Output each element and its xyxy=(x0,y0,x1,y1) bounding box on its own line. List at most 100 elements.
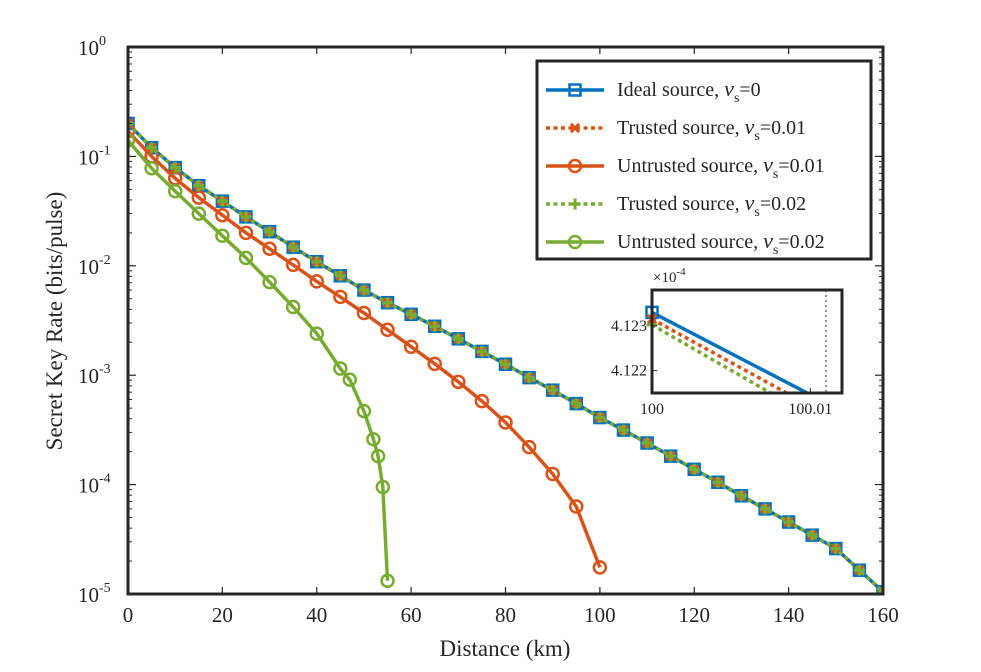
y-tick-label: 10-2 xyxy=(78,253,111,279)
inset-axes: 100 100.01 4.122 4.123 ×10-4 xyxy=(611,266,844,418)
series-line-untrusted-001 xyxy=(128,130,602,569)
data-point-trusted-002 xyxy=(759,503,771,515)
x-tick-label: 140 xyxy=(773,603,805,627)
data-point-untrusted-001 xyxy=(498,415,513,430)
data-point-trusted-002 xyxy=(311,256,323,268)
legend-label: Ideal source, νs=0 xyxy=(617,76,761,106)
legend-swatch-marker xyxy=(569,198,581,210)
data-point-trusted-002 xyxy=(712,476,724,488)
x-tick-label: 160 xyxy=(867,603,899,627)
legend-label: Untrusted source, νs=0.02 xyxy=(617,228,825,258)
data-point-untrusted-001 xyxy=(545,466,560,482)
x-tick-label: 40 xyxy=(306,603,327,627)
data-point-untrusted-002 xyxy=(380,573,395,589)
x-tick-label: 20 xyxy=(212,603,233,627)
data-point-untrusted-002 xyxy=(342,372,358,387)
x-tick-label: 100 xyxy=(584,603,616,627)
data-point-untrusted-001 xyxy=(380,322,395,338)
data-point-untrusted-002 xyxy=(356,403,372,419)
data-point-untrusted-002 xyxy=(370,448,386,464)
data-point-untrusted-001 xyxy=(427,356,442,372)
legend-swatch-marker xyxy=(569,122,581,134)
inset-x-tick-label: 100.01 xyxy=(788,401,832,418)
data-point-untrusted-002 xyxy=(191,206,207,221)
inset-background xyxy=(652,290,842,393)
data-point-trusted-002 xyxy=(287,241,299,253)
data-point-untrusted-002 xyxy=(262,274,277,290)
main-series-layer xyxy=(128,116,883,594)
data-point-trusted-002 xyxy=(216,195,228,207)
data-point-untrusted-001 xyxy=(238,225,254,241)
legend-box xyxy=(535,59,873,261)
y-axis-label: Secret Key Rate (bits/pulse) xyxy=(42,192,67,451)
data-point-untrusted-001 xyxy=(403,339,419,354)
data-point-trusted-002 xyxy=(617,424,629,436)
inset-line-trusted-002 xyxy=(652,323,772,393)
inset-multiplier: ×10-4 xyxy=(653,266,686,286)
data-point-untrusted-001 xyxy=(356,305,372,321)
y-tick-label: 10-4 xyxy=(78,472,111,498)
main-plot-frame xyxy=(126,45,885,596)
data-point-trusted-002 xyxy=(429,320,441,332)
main-axes: 0 20 40 60 80 100 120 140 160 100 10-1 10-2 10-3 10-4… xyxy=(42,34,899,661)
data-point-untrusted-001 xyxy=(569,499,584,514)
legend-label: Trusted source, νs=0.01 xyxy=(617,114,806,144)
data-point-trusted-002 xyxy=(452,333,464,345)
data-point-trusted-002 xyxy=(783,516,795,528)
data-point-trusted-002 xyxy=(547,384,559,396)
inset-ticks: 100 100.01 4.122 4.123 xyxy=(611,318,832,418)
x-tick-label: 120 xyxy=(679,603,711,627)
y-tick-label: 10-3 xyxy=(78,362,111,388)
x-tick-label: 60 xyxy=(401,603,422,627)
legend-label: Untrusted source, νs=0.01 xyxy=(617,152,825,182)
data-point-trusted-002 xyxy=(570,398,582,410)
inset-frame xyxy=(650,288,844,395)
data-point-untrusted-001 xyxy=(521,439,537,455)
data-point-untrusted-001 xyxy=(474,393,490,409)
data-point-untrusted-002 xyxy=(366,431,381,447)
data-point-trusted-002 xyxy=(853,564,865,576)
data-point-untrusted-002 xyxy=(215,228,230,244)
data-point-untrusted-002 xyxy=(333,361,348,376)
data-point-trusted-002 xyxy=(264,226,276,238)
data-point-untrusted-001 xyxy=(451,374,466,390)
data-point-trusted-002 xyxy=(146,142,158,154)
data-point-untrusted-002 xyxy=(309,326,324,341)
data-point-trusted-002 xyxy=(523,372,535,384)
data-point-untrusted-002 xyxy=(238,250,254,266)
inset-y-tick-label: 4.122 xyxy=(611,363,647,380)
data-point-trusted-002 xyxy=(641,437,653,449)
x-tick-label: 0 xyxy=(123,603,134,627)
data-point-trusted-002 xyxy=(476,345,488,357)
inset-line-trusted-001 xyxy=(652,317,788,393)
data-point-untrusted-001 xyxy=(592,560,608,575)
inset-series-layer xyxy=(652,310,809,393)
x-tick-label: 80 xyxy=(495,603,516,627)
data-point-trusted-002 xyxy=(806,529,818,541)
data-point-trusted-002 xyxy=(240,211,252,223)
data-point-untrusted-002 xyxy=(167,184,183,199)
series-line-trusted-002 xyxy=(128,122,883,593)
data-point-trusted-002 xyxy=(193,180,205,192)
data-point-trusted-002 xyxy=(169,162,181,174)
legend-swatch-marker xyxy=(567,234,583,250)
inset-x-tick-label: 100 xyxy=(640,401,664,418)
data-point-trusted-002 xyxy=(382,297,394,309)
data-point-untrusted-002 xyxy=(375,479,391,495)
data-point-trusted-002 xyxy=(665,450,677,462)
data-point-trusted-002 xyxy=(877,586,883,594)
data-point-untrusted-001 xyxy=(333,289,348,305)
legend-label: Trusted source, νs=0.02 xyxy=(617,190,806,220)
data-point-trusted-002 xyxy=(594,412,606,424)
inset-line-ideal xyxy=(652,310,809,393)
data-point-trusted-002 xyxy=(735,490,747,502)
data-point-untrusted-001 xyxy=(191,190,207,205)
data-point-untrusted-001 xyxy=(215,207,230,223)
legend-entries: Ideal source, νs=0 Trusted source, νs=0.0… xyxy=(546,76,825,258)
legend: Ideal source, νs=0 Trusted source, νs=0.0… xyxy=(535,59,873,261)
data-point-trusted-002 xyxy=(688,463,700,475)
y-tick-label: 10-1 xyxy=(78,143,111,169)
legend-swatch-marker xyxy=(568,83,582,97)
series-line-untrusted-002 xyxy=(128,139,390,581)
